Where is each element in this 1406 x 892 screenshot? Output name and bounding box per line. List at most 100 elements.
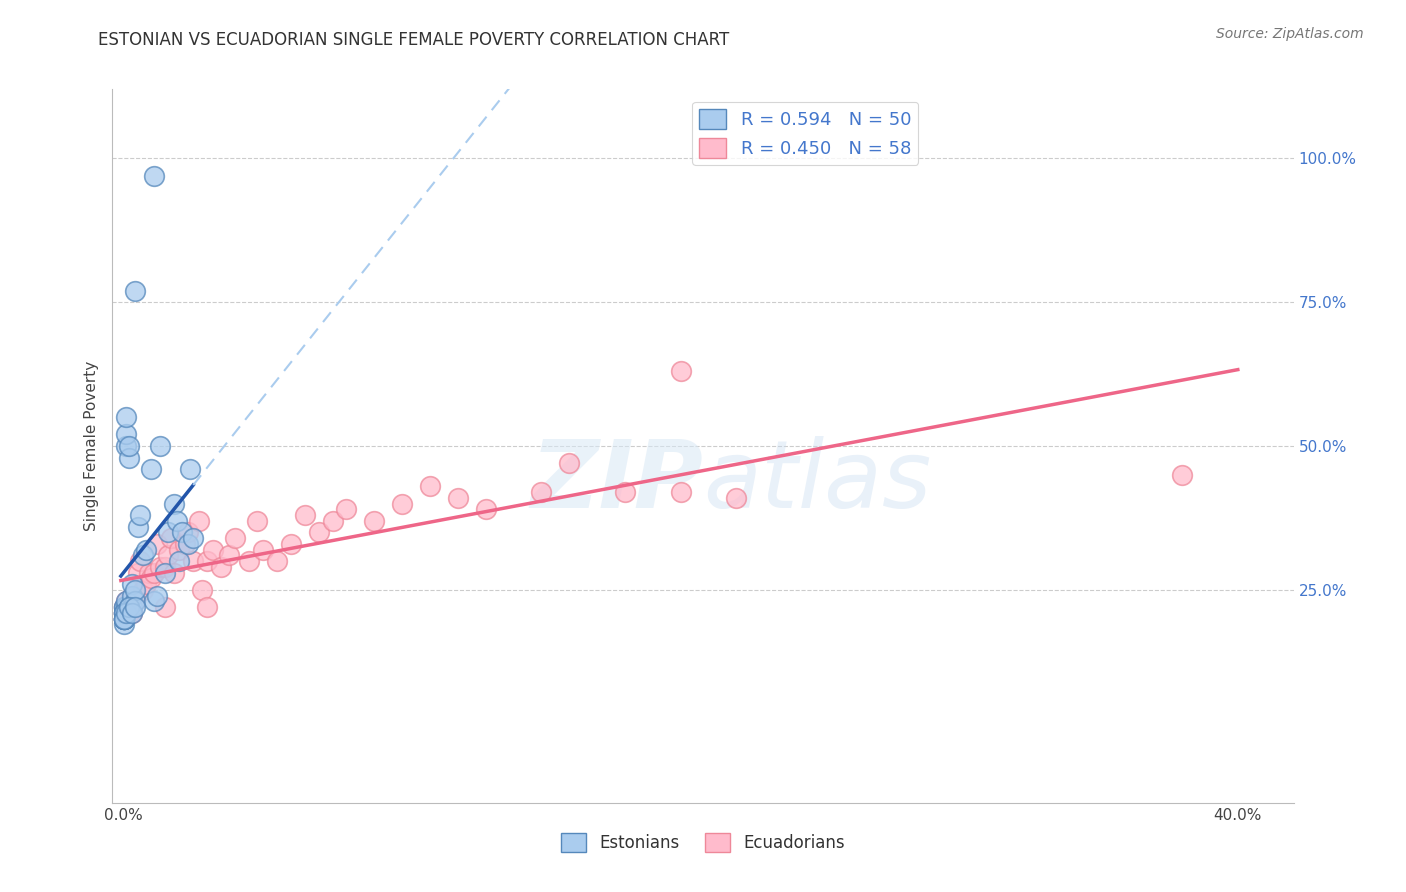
Point <box>174 537 197 551</box>
Point <box>224 531 246 545</box>
Point <box>166 514 188 528</box>
Point <box>447 491 470 505</box>
Point <box>725 491 748 505</box>
Point <box>195 554 218 568</box>
Point <box>118 600 141 615</box>
Point <box>112 612 135 626</box>
Point <box>1171 467 1194 482</box>
Point <box>112 600 135 615</box>
Point <box>209 559 232 574</box>
Point <box>112 606 135 620</box>
Point <box>143 594 166 608</box>
Point <box>187 514 209 528</box>
Point <box>143 566 166 580</box>
Point <box>163 566 186 580</box>
Point <box>115 439 138 453</box>
Point <box>124 594 146 608</box>
Point <box>141 571 163 585</box>
Point <box>614 485 637 500</box>
Point <box>218 549 240 563</box>
Point <box>146 537 169 551</box>
Point <box>530 485 553 500</box>
Point <box>669 364 692 378</box>
Point <box>252 542 274 557</box>
Point <box>121 600 143 615</box>
Point <box>308 525 330 540</box>
Point <box>129 554 152 568</box>
Text: Source: ZipAtlas.com: Source: ZipAtlas.com <box>1216 27 1364 41</box>
Point <box>118 450 141 465</box>
Point <box>155 559 177 574</box>
Point <box>280 537 302 551</box>
Point <box>121 589 143 603</box>
Point <box>558 456 581 470</box>
Point <box>132 549 155 563</box>
Point <box>176 537 198 551</box>
Point <box>155 600 177 615</box>
Point <box>118 606 141 620</box>
Point <box>169 542 191 557</box>
Point <box>238 554 260 568</box>
Point <box>112 612 135 626</box>
Point <box>155 566 177 580</box>
Point <box>121 606 143 620</box>
Point <box>115 427 138 442</box>
Point <box>335 502 357 516</box>
Point <box>112 612 135 626</box>
Point <box>149 439 172 453</box>
Point <box>124 600 146 615</box>
Point <box>149 559 172 574</box>
Point <box>669 485 692 500</box>
Point <box>115 600 138 615</box>
Point <box>127 519 149 533</box>
Point <box>135 542 157 557</box>
Point <box>143 169 166 183</box>
Point <box>112 606 135 620</box>
Point <box>195 600 218 615</box>
Point <box>115 606 138 620</box>
Point <box>115 594 138 608</box>
Point <box>294 508 316 522</box>
Point <box>118 600 141 615</box>
Point <box>181 531 204 545</box>
Point <box>124 284 146 298</box>
Point <box>169 554 191 568</box>
Point <box>179 462 201 476</box>
Point <box>391 497 413 511</box>
Point <box>146 589 169 603</box>
Point <box>112 600 135 615</box>
Point <box>112 612 135 626</box>
Point <box>121 577 143 591</box>
Legend: Estonians, Ecuadorians: Estonians, Ecuadorians <box>554 827 852 859</box>
Point <box>132 582 155 597</box>
Text: ZIP: ZIP <box>530 435 703 528</box>
Point <box>157 525 180 540</box>
Point <box>112 606 135 620</box>
Point <box>141 462 163 476</box>
Point <box>190 582 212 597</box>
Point <box>160 531 183 545</box>
Point <box>121 606 143 620</box>
Point <box>118 600 141 615</box>
Point <box>121 589 143 603</box>
Point <box>127 566 149 580</box>
Point <box>115 594 138 608</box>
Point <box>363 514 385 528</box>
Text: atlas: atlas <box>703 436 931 527</box>
Point <box>112 600 135 615</box>
Point <box>124 594 146 608</box>
Point <box>129 508 152 522</box>
Point <box>112 612 135 626</box>
Point <box>112 606 135 620</box>
Point <box>115 600 138 615</box>
Point <box>246 514 269 528</box>
Point <box>138 566 160 580</box>
Point <box>112 612 135 626</box>
Point <box>266 554 288 568</box>
Point <box>201 542 224 557</box>
Point <box>135 577 157 591</box>
Point <box>419 479 441 493</box>
Point <box>112 617 135 632</box>
Point <box>112 606 135 620</box>
Point <box>172 525 194 540</box>
